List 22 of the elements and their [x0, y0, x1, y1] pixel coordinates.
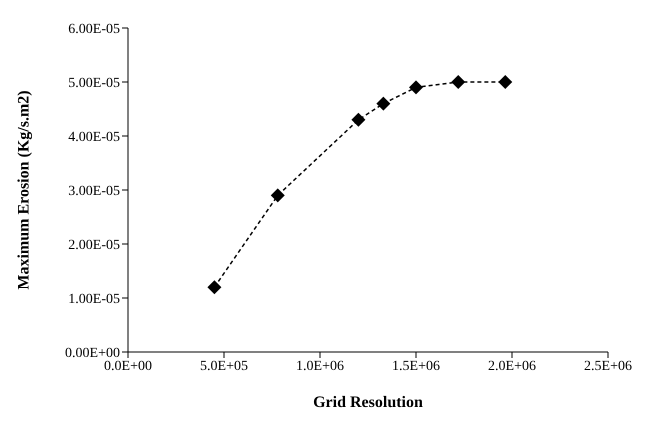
- point: [207, 280, 222, 294]
- point: [270, 188, 285, 202]
- point: [451, 75, 466, 89]
- point: [376, 96, 390, 111]
- y-tick-label: 6.00E-05: [68, 22, 120, 37]
- x-tick-label: 2.5E+06: [584, 358, 632, 374]
- point: [498, 75, 512, 89]
- y-tick-label: 4.00E-05: [68, 130, 120, 145]
- y-tick-label: 5.00E-05: [68, 76, 120, 91]
- x-tick-label: 1.0E+06: [296, 358, 344, 374]
- point: [409, 80, 423, 94]
- y-tick-label: 3.00E-05: [68, 184, 120, 199]
- x-axis-title: Grid Resolution: [313, 394, 423, 411]
- y-tick-label: 2.00E-05: [68, 238, 120, 253]
- y-tick-label: 1.00E-05: [68, 292, 120, 307]
- y-tick-label: 0.00E+00: [65, 346, 120, 361]
- x-tick-label: 2.0E+06: [488, 358, 536, 374]
- y-axis-title: Maximum Erosion (Kg/s.m2): [16, 90, 33, 290]
- x-tick-label: 1.5E+06: [392, 358, 440, 374]
- x-tick-label: 0.0E+00: [104, 358, 152, 374]
- point: [351, 112, 366, 127]
- x-tick-label: 5.0E+05: [200, 358, 248, 374]
